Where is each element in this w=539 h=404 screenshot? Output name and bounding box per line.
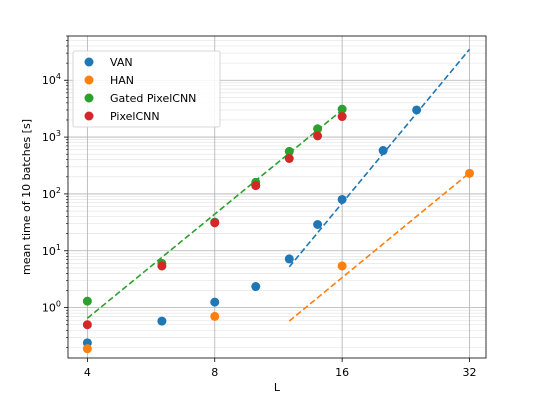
data-point	[465, 168, 475, 178]
x-axis-label: L	[274, 381, 281, 394]
data-point	[82, 320, 92, 330]
x-ticks: 4 8 16 32	[84, 358, 477, 379]
legend-marker-han	[84, 75, 94, 85]
legend-box	[72, 50, 221, 128]
x-tick-label: 8	[211, 366, 218, 379]
data-point	[210, 218, 220, 228]
legend-label-han: HAN	[110, 74, 134, 87]
legend-label-gated-pixelcnn: Gated PixelCNN	[110, 92, 196, 105]
data-point	[210, 311, 220, 321]
legend: VAN HAN Gated PixelCNN PixelCNN	[72, 50, 221, 128]
data-point	[313, 124, 323, 134]
grid	[68, 35, 486, 358]
legend-label-pixelcnn: PixelCNN	[110, 110, 160, 123]
legend-marker-pixelcnn	[84, 111, 94, 121]
data-point	[284, 154, 294, 164]
x-tick-label: 32	[463, 366, 477, 379]
y-axis-label: mean time of 10 batches [s]	[20, 119, 33, 275]
y-tick-label: 102	[42, 186, 61, 201]
y-tick-label: 104	[42, 72, 61, 87]
data-point	[337, 194, 347, 204]
legend-marker-van	[84, 57, 94, 67]
data-point	[157, 261, 167, 271]
legend-label-van: VAN	[110, 56, 133, 69]
data-point	[378, 146, 388, 156]
data-point	[284, 254, 294, 264]
fit-line	[288, 48, 471, 268]
data-point	[210, 297, 220, 307]
y-tick-label: 100	[42, 300, 61, 315]
data-points	[82, 104, 475, 354]
y-ticks: 100 101 102 103 104	[42, 35, 68, 348]
fit-lines	[86, 48, 471, 322]
y-tick-label: 101	[42, 243, 61, 258]
x-tick-label: 16	[335, 366, 349, 379]
data-point	[157, 316, 167, 326]
data-point	[313, 219, 323, 229]
data-point	[337, 261, 347, 271]
y-tick-label: 103	[42, 129, 61, 144]
data-point	[251, 181, 261, 191]
data-point	[337, 104, 347, 114]
fit-line	[86, 109, 343, 319]
plot-frame	[67, 35, 487, 359]
data-point	[82, 296, 92, 306]
data-point	[82, 344, 92, 354]
data-point	[337, 112, 347, 122]
data-point	[412, 105, 422, 115]
fit-line	[288, 172, 471, 322]
data-point	[313, 131, 323, 141]
data-point	[251, 282, 261, 292]
legend-marker-gated-pixelcnn	[84, 93, 94, 103]
data-point	[284, 146, 294, 156]
x-tick-label: 4	[84, 366, 91, 379]
